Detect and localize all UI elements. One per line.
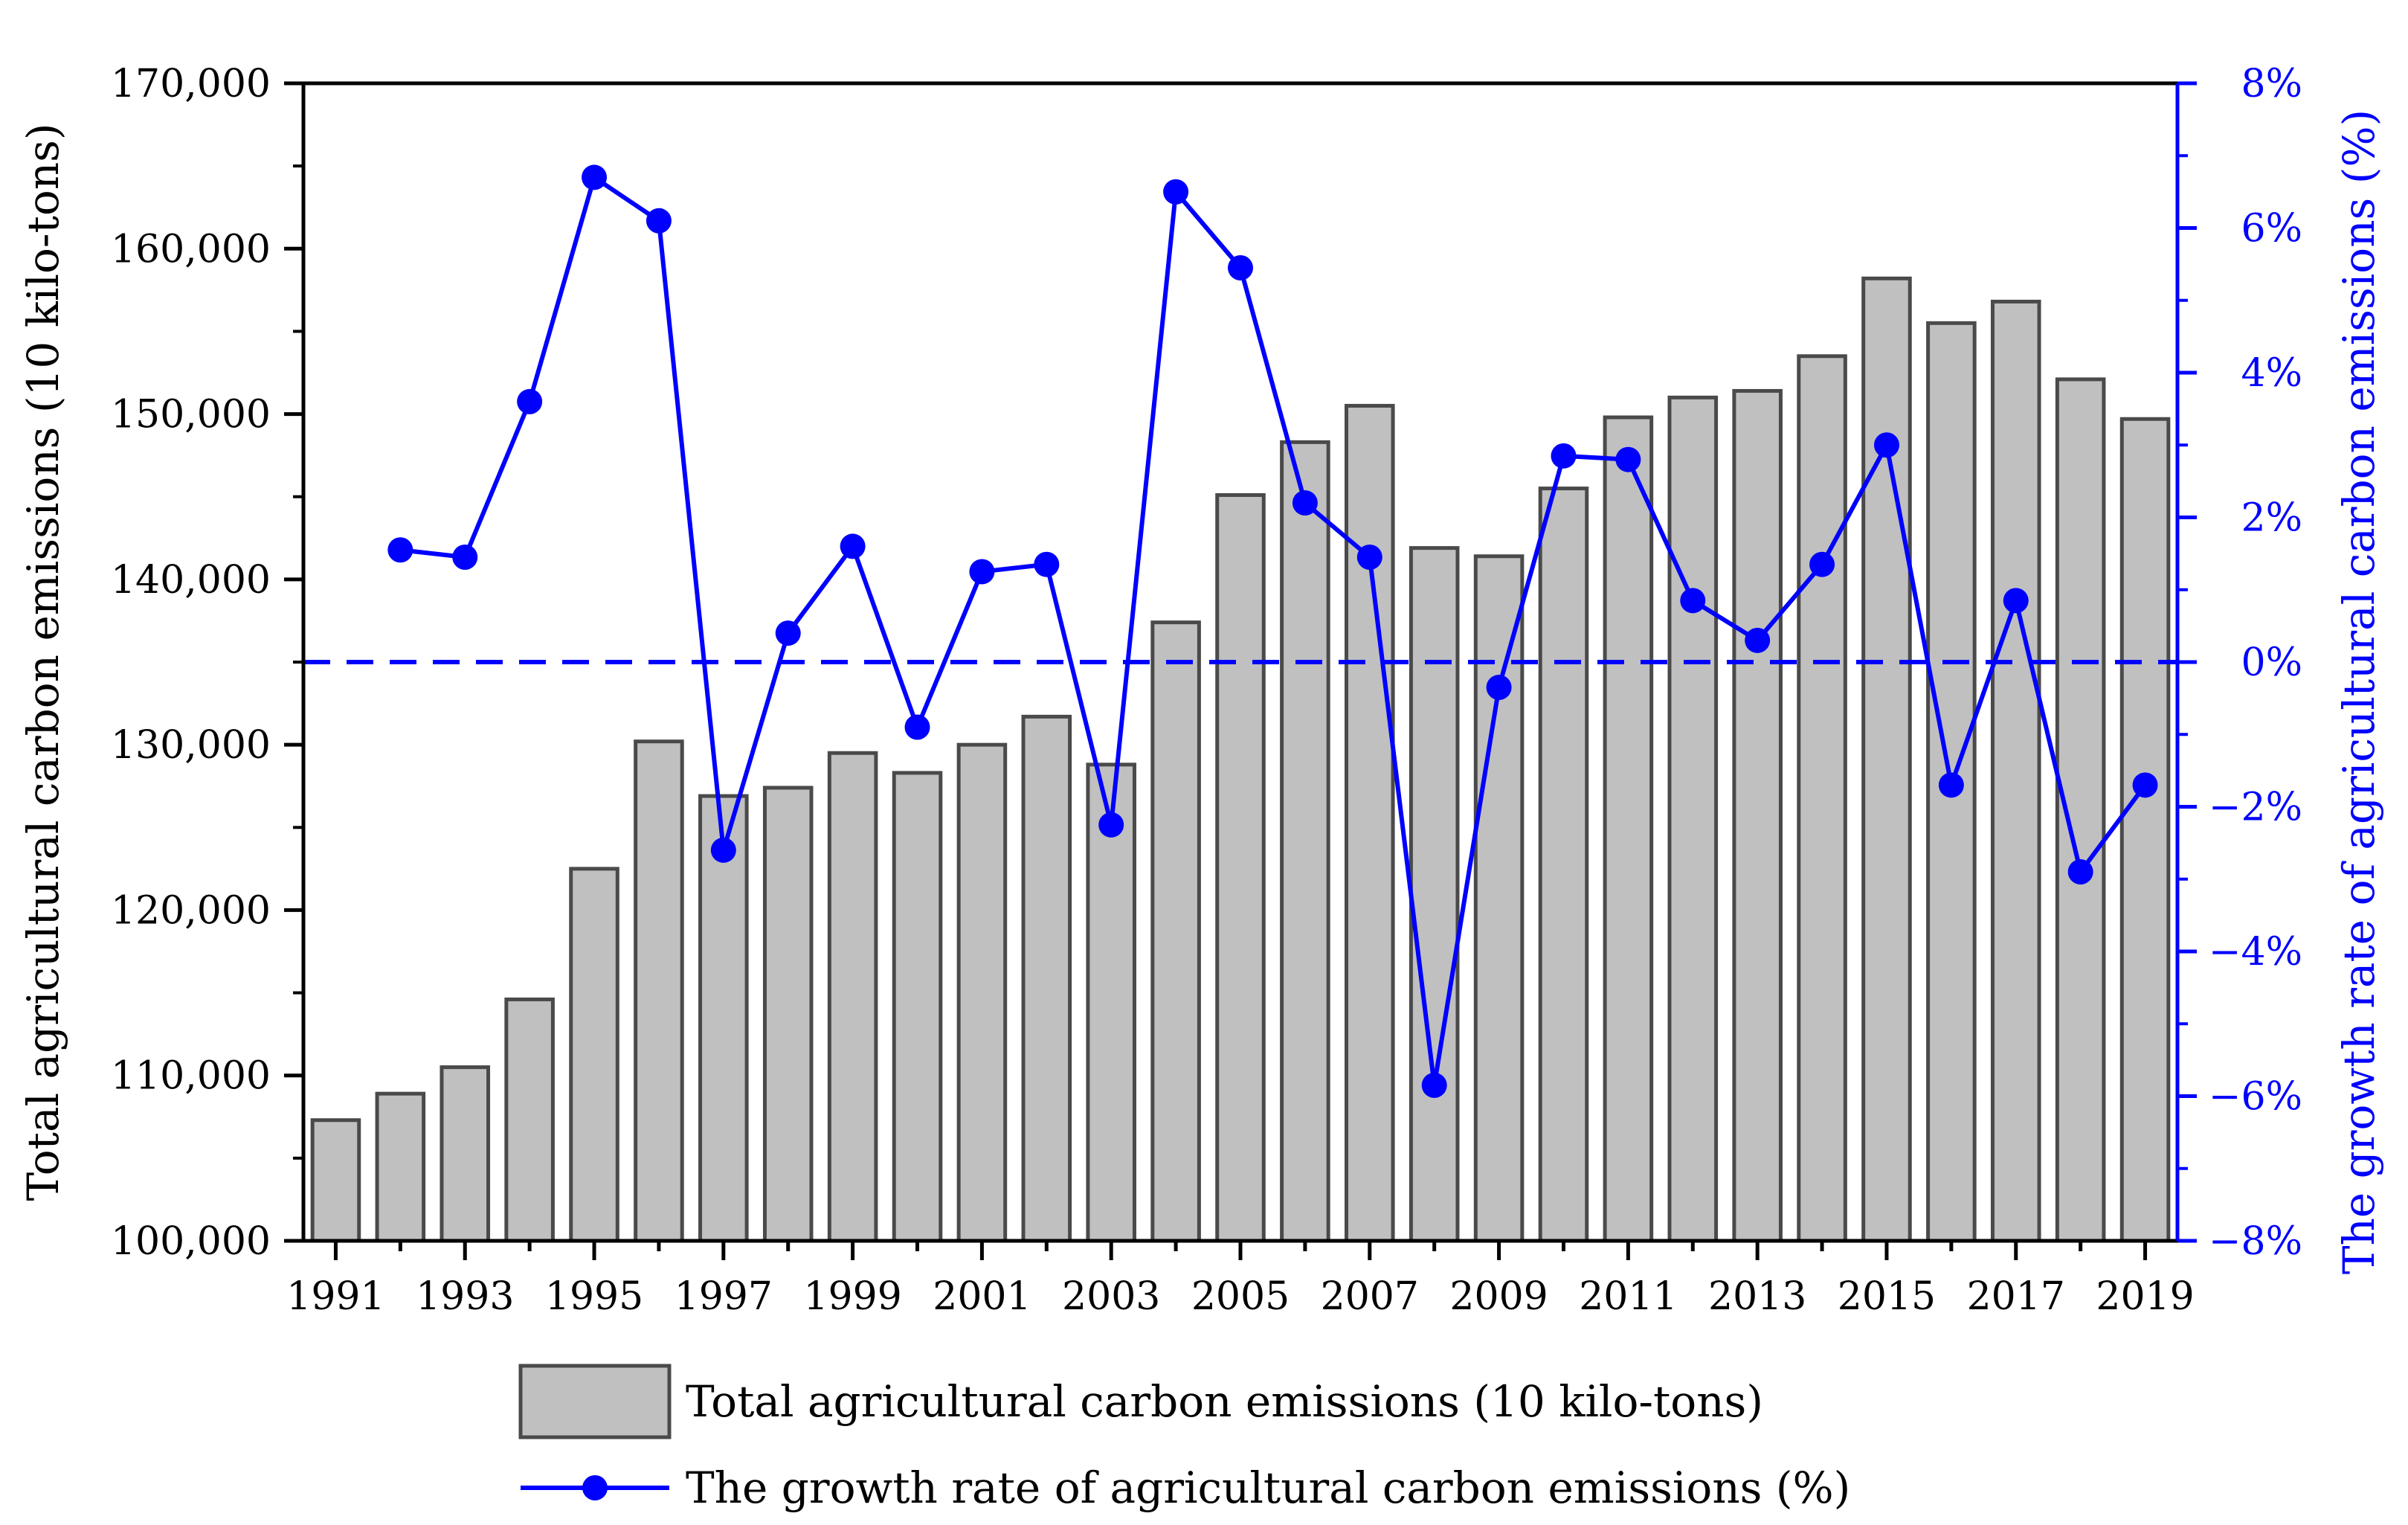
bar-1991: [310, 1118, 361, 1243]
point-2008: [1421, 1072, 1447, 1098]
x-tick-label: 2005: [1191, 1274, 1290, 1319]
right-tick-label: 2%: [2241, 496, 2303, 541]
right-tick-label: 8%: [2241, 62, 2303, 106]
axes: 100,000 110,000 120,000 130,000 140,000 150,0…: [18, 62, 2384, 1319]
right-tick-label: −8%: [2209, 1219, 2302, 1264]
bar-2007: [1345, 403, 1395, 1243]
x-tick-label: 2019: [2096, 1274, 2194, 1319]
left-tick-label: 130,000: [111, 723, 271, 768]
legend-bar-swatch: [518, 1364, 672, 1439]
bar-2011: [1603, 415, 1654, 1243]
bar-2009: [1473, 554, 1525, 1243]
bar-1998: [762, 786, 814, 1243]
x-tick-label: 1993: [416, 1274, 514, 1319]
x-tick-label: 1997: [675, 1274, 773, 1319]
bar-2005: [1215, 492, 1266, 1243]
bar-2002: [1021, 714, 1072, 1243]
x-tick-label: 2009: [1449, 1274, 1548, 1319]
bar-2008: [1409, 546, 1460, 1243]
left-tick-label: 160,000: [111, 227, 271, 272]
point-2004: [1163, 179, 1189, 205]
bar-2014: [1797, 354, 1847, 1243]
bar-1999: [827, 751, 878, 1243]
right-tick-label: −6%: [2209, 1075, 2302, 1120]
x-tick-label: 2013: [1708, 1274, 1806, 1319]
bar-1994: [504, 997, 555, 1243]
x-tick-label: 2011: [1579, 1274, 1677, 1319]
point-2001: [969, 559, 995, 585]
point-1999: [840, 533, 866, 559]
x-tick-label: 1991: [286, 1274, 384, 1319]
x-tick-label: 2017: [1967, 1274, 2065, 1319]
left-tick-label: 120,000: [111, 888, 271, 933]
bar-2015: [1861, 276, 1912, 1243]
legend: Total agricultural carbon emissions (10 …: [518, 1364, 1850, 1513]
bar-1993: [440, 1065, 491, 1243]
growth-rate-line: [400, 175, 2147, 1088]
right-tick-label: −4%: [2209, 930, 2302, 975]
right-tick-label: −2%: [2209, 786, 2302, 830]
bar-2001: [956, 742, 1008, 1243]
point-2011: [1615, 446, 1641, 472]
point-1996: [646, 208, 672, 234]
legend-label-emissions: Total agricultural carbon emissions (10 …: [686, 1376, 1763, 1427]
point-2012: [1680, 588, 1706, 614]
left-tick-label: 150,000: [111, 393, 271, 437]
x-tick-label: 2007: [1321, 1274, 1419, 1319]
point-2018: [2067, 859, 2093, 885]
point-2015: [1873, 432, 1899, 458]
point-2016: [1938, 772, 1964, 798]
growth-rate-series: [387, 164, 2158, 1098]
point-2002: [1034, 551, 1060, 577]
point-2007: [1356, 544, 1382, 570]
point-2003: [1098, 812, 1124, 838]
legend-label-growth-rate: The growth rate of agricultural carbon e…: [686, 1463, 1850, 1513]
bar-series: [310, 276, 2171, 1243]
point-2019: [2132, 772, 2158, 798]
x-tick-label: 2015: [1838, 1274, 1936, 1319]
point-1997: [710, 837, 736, 863]
point-1995: [582, 164, 608, 190]
right-axis-title: The growth rate of agricultural carbon e…: [2334, 109, 2384, 1274]
point-1994: [517, 388, 543, 414]
point-1993: [452, 544, 478, 570]
right-tick-label: 6%: [2241, 207, 2303, 251]
left-tick-label: 110,000: [111, 1054, 271, 1099]
point-2006: [1292, 490, 1318, 516]
right-tick-label: 4%: [2241, 351, 2303, 396]
bar-2000: [892, 771, 943, 1243]
bar-2004: [1150, 620, 1201, 1243]
right-tick-label: 0%: [2241, 640, 2303, 685]
bar-2013: [1732, 388, 1783, 1243]
bar-2006: [1280, 440, 1330, 1243]
point-2005: [1228, 254, 1253, 280]
point-2010: [1551, 443, 1577, 469]
point-1998: [775, 620, 801, 646]
point-2009: [1486, 675, 1512, 701]
bar-1992: [375, 1091, 426, 1243]
bar-1995: [569, 867, 619, 1243]
point-2013: [1745, 627, 1771, 653]
bar-1996: [634, 739, 684, 1243]
point-2000: [904, 714, 930, 740]
bar-2019: [2119, 417, 2171, 1243]
x-tick-label: 2001: [933, 1274, 1031, 1319]
point-2017: [2003, 588, 2029, 614]
bar-2010: [1538, 487, 1589, 1243]
left-tick-label: 140,000: [111, 558, 271, 603]
x-tick-label: 2003: [1062, 1274, 1160, 1319]
legend-marker: [582, 1475, 608, 1500]
bar-2017: [1990, 299, 2041, 1243]
left-tick-label: 170,000: [111, 62, 271, 106]
x-tick-label: 1995: [545, 1274, 643, 1319]
x-tick-label: 1999: [803, 1274, 901, 1319]
left-axis-title: Total agricultural carbon emissions (10 …: [18, 123, 68, 1201]
bar-2012: [1667, 395, 1719, 1243]
point-1992: [387, 537, 413, 563]
left-tick-label: 100,000: [111, 1219, 271, 1264]
point-2014: [1809, 551, 1835, 577]
